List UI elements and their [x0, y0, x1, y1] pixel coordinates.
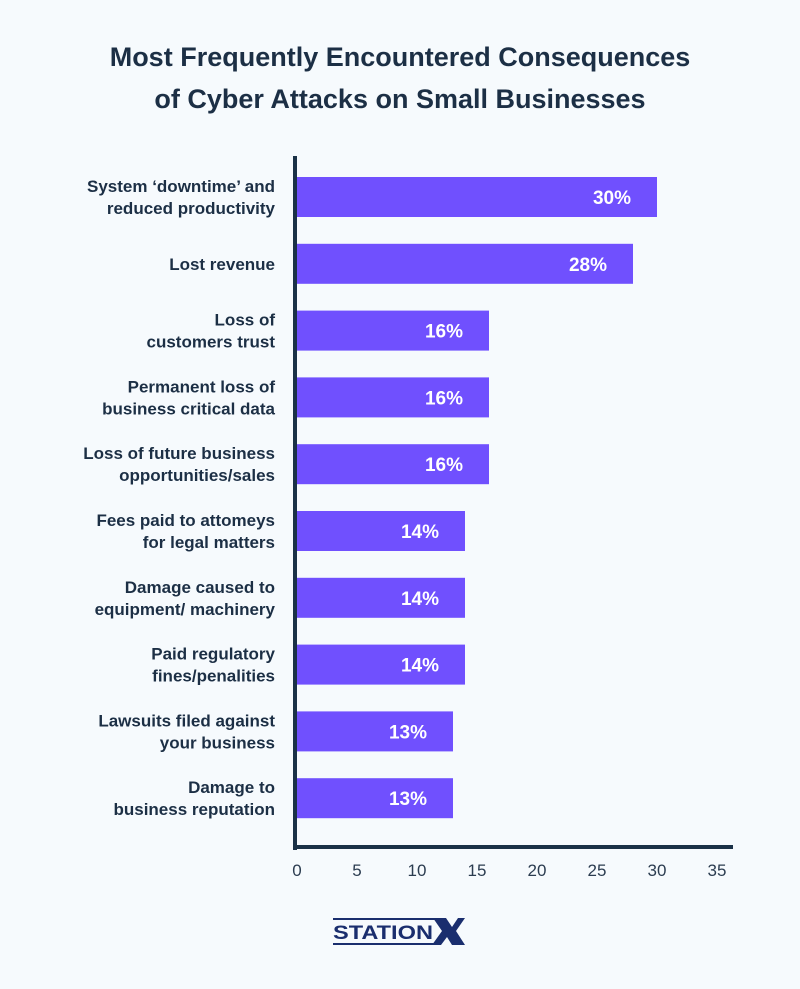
bar	[297, 711, 453, 752]
x-axis-line	[293, 845, 733, 849]
bar	[297, 644, 465, 685]
category-label: Lost revenue	[169, 255, 275, 274]
category-label: Damage to	[188, 778, 275, 797]
x-tick-label: 5	[352, 861, 361, 880]
data-label: 13%	[389, 789, 427, 810]
category-label: fines/penalities	[152, 667, 275, 686]
data-label: 16%	[425, 388, 463, 409]
x-tick-label: 25	[588, 861, 607, 880]
data-label: 16%	[425, 455, 463, 476]
category-label: equipment/ machinery	[95, 600, 276, 619]
y-axis-line	[293, 156, 297, 850]
data-label: 14%	[401, 522, 439, 543]
stationx-logo: STATION	[333, 918, 465, 945]
category-label: business critical data	[102, 399, 275, 418]
category-label: Lawsuits filed against	[98, 711, 275, 730]
bar	[297, 577, 465, 618]
data-label: 30%	[593, 188, 631, 209]
bar	[297, 511, 465, 551]
data-label: 28%	[569, 255, 607, 276]
category-label: Fees paid to attomeys	[96, 511, 275, 530]
category-label: Damage caused to	[125, 578, 275, 597]
data-label: 13%	[389, 722, 427, 743]
category-label: System ‘downtime’ and	[87, 177, 275, 196]
x-tick-label: 15	[468, 861, 487, 880]
bar	[297, 310, 489, 351]
bar	[297, 377, 489, 418]
x-tick-label: 35	[708, 861, 727, 880]
category-label: Permanent loss of	[128, 377, 276, 396]
chart-title-line-1: Most Frequently Encountered Consequences	[109, 42, 691, 72]
x-tick-label: 10	[408, 861, 427, 880]
data-label: 14%	[401, 656, 439, 677]
bar	[297, 177, 657, 217]
data-label: 16%	[425, 322, 463, 343]
bar	[297, 444, 489, 485]
svg-text:STATION: STATION	[333, 923, 433, 944]
x-tick-label: 20	[528, 861, 547, 880]
category-label: your business	[160, 733, 275, 752]
category-label: business reputation	[113, 800, 275, 819]
bar	[297, 243, 633, 284]
chart-title-line-2: of Cyber Attacks on Small Businesses	[154, 84, 646, 114]
bar	[297, 778, 453, 819]
category-label: Loss of future business	[83, 444, 275, 463]
category-label: reduced productivity	[107, 199, 276, 218]
category-label: Loss of	[215, 311, 276, 330]
category-label: Paid regulatory	[151, 645, 275, 664]
chart-title: Most Frequently Encountered Consequences…	[0, 36, 800, 120]
data-label: 14%	[401, 589, 439, 610]
x-tick-label: 0	[292, 861, 301, 880]
x-tick-label: 30	[648, 861, 667, 880]
category-label: customers trust	[147, 333, 276, 352]
category-label: for legal matters	[143, 533, 275, 552]
category-label: opportunities/sales	[119, 466, 275, 485]
